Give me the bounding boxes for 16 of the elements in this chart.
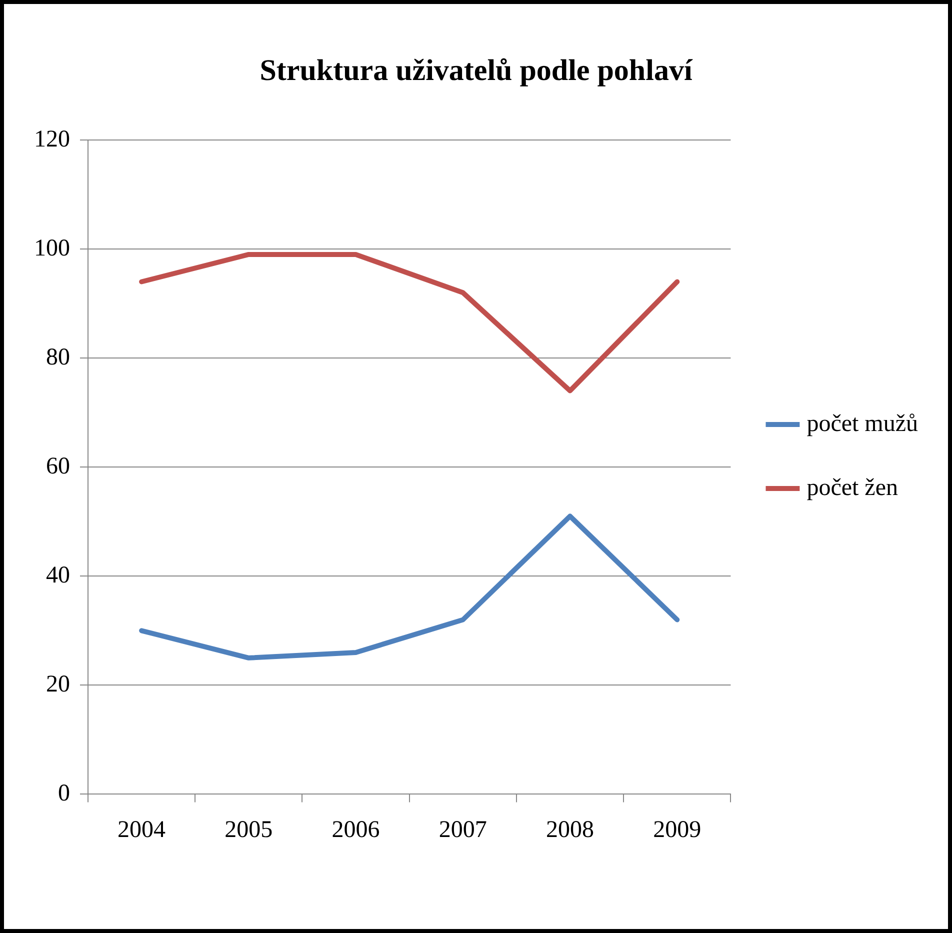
y-tick-label: 80 [46,344,70,370]
x-tick-label: 2006 [332,816,380,843]
y-tick-label: 60 [46,453,70,480]
x-tick-label: 2005 [224,816,273,843]
legend-label: počet mužů [806,410,918,437]
x-tick-label: 2008 [546,816,594,843]
legend-label: počet žen [806,474,898,501]
chart-title: Struktura uživatelů podle pohlaví [260,54,693,87]
x-tick-label: 2009 [653,816,702,843]
y-tick-label: 0 [58,780,70,806]
x-tick-label: 2007 [438,816,487,843]
y-tick-label: 20 [46,671,70,698]
y-tick-label: 100 [34,235,70,262]
y-tick-label: 40 [46,562,70,588]
y-tick-label: 120 [34,126,70,152]
x-tick-label: 2004 [118,816,166,843]
